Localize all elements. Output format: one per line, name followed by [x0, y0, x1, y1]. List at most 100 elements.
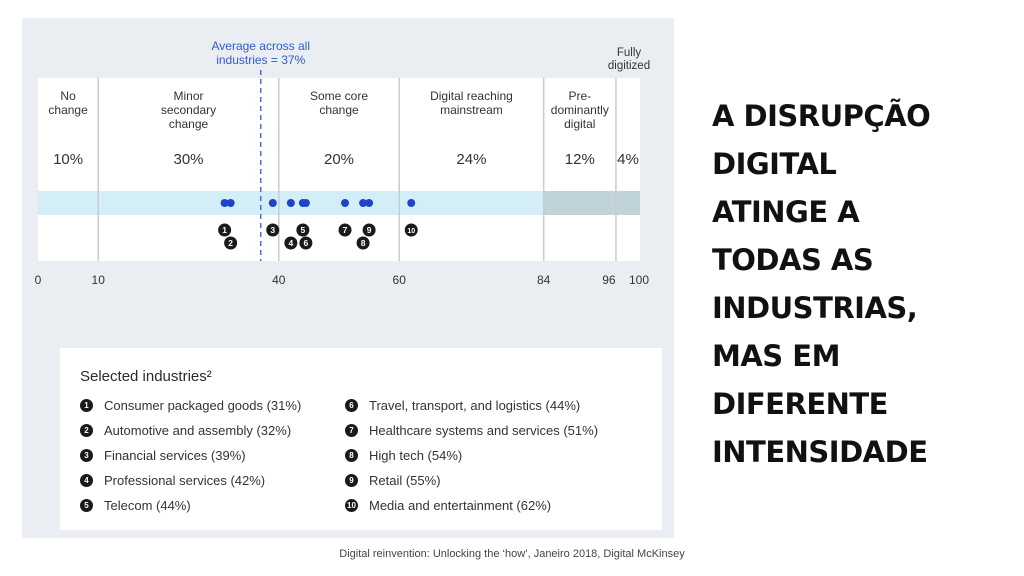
- headline: A DISRUPÇÃO DIGITAL ATINGE A TODAS AS INDUST…: [712, 92, 1012, 476]
- legend-text: Media and entertainment (62%): [369, 498, 552, 513]
- legend-badge: 3: [80, 449, 93, 462]
- x-tick-label: 84: [537, 273, 551, 287]
- legend-badge: 10: [345, 499, 358, 512]
- segment-label: Minor: [173, 89, 203, 103]
- badge-number-9: 9: [367, 225, 372, 235]
- badge-8: [356, 236, 370, 250]
- legend-item: 9 Retail (55%): [345, 473, 441, 488]
- data-point-7: [341, 199, 350, 207]
- badge-number-5: 5: [301, 225, 306, 235]
- badge-number-10: 10: [407, 228, 415, 235]
- headline-line: DIFERENTE: [712, 387, 889, 421]
- data-point-4: [286, 199, 295, 207]
- legend-item: 1 Consumer packaged goods (31%): [80, 398, 301, 413]
- legend-text: Professional services (42%): [104, 473, 266, 488]
- legend-item: 2 Automotive and assembly (32%): [80, 423, 291, 438]
- badge-2: [224, 236, 238, 250]
- segment-label: No: [60, 89, 76, 103]
- badge-number-2: 2: [228, 238, 233, 248]
- legend-badge: 1: [80, 399, 93, 412]
- legend-title: Selected industries²: [80, 368, 212, 385]
- fully-digitized-label: digitized: [608, 60, 650, 72]
- badge-1: [218, 223, 232, 237]
- badge-10: [404, 223, 418, 237]
- segment-label: change: [319, 103, 359, 117]
- segment-share: 4%: [617, 151, 639, 168]
- segment-share: 30%: [173, 151, 203, 168]
- headline-line: TODAS AS: [712, 243, 874, 277]
- legend-badge: 8: [345, 449, 358, 462]
- data-point-9: [365, 199, 374, 207]
- segment-label: Pre-: [568, 89, 591, 103]
- legend-badge: 2: [80, 424, 93, 437]
- data-point-6: [301, 199, 310, 207]
- badge-number-1: 1: [222, 225, 227, 235]
- legend-text: Healthcare systems and services (51%): [369, 423, 599, 438]
- source-caption: Digital reinvention: Unlocking the ‘how’…: [339, 548, 685, 560]
- headline-line: MAS EM: [712, 339, 840, 373]
- x-tick-label: 40: [272, 273, 286, 287]
- legend-text: Travel, transport, and logistics (44%): [369, 398, 581, 413]
- legend-badge: 9: [345, 474, 358, 487]
- segment-label: dominantly: [551, 103, 609, 117]
- badge-6: [299, 236, 313, 250]
- headline-line: ATINGE A: [712, 195, 860, 229]
- segment-label: digital: [564, 117, 595, 131]
- badge-number-8: 8: [361, 238, 366, 248]
- headline-line: DIGITAL: [712, 147, 837, 181]
- segment-label: Digital reaching: [430, 89, 513, 103]
- badge-7: [338, 223, 352, 237]
- average-label: industries = 37%: [216, 53, 305, 67]
- x-tick-label: 60: [393, 273, 407, 287]
- segment-share: 12%: [565, 151, 595, 168]
- legend-item: 8 High tech (54%): [345, 448, 462, 463]
- x-tick-label: 0: [35, 273, 42, 287]
- segment-label: mainstream: [440, 103, 503, 117]
- legend-badge: 7: [345, 424, 358, 437]
- legend-badge: 6: [345, 399, 358, 412]
- segment-label: change: [48, 103, 88, 117]
- legend-item: 6 Travel, transport, and logistics (44%): [345, 398, 580, 413]
- data-point-2: [226, 199, 235, 207]
- segment-share: 10%: [53, 151, 83, 168]
- legend-text: High tech (54%): [369, 448, 463, 463]
- legend-badge: 5: [80, 499, 93, 512]
- legend-text: Financial services (39%): [104, 448, 246, 463]
- headline-line: INTENSIDADE: [712, 435, 928, 469]
- headline-line: INDUSTRIAS,: [712, 291, 918, 325]
- average-label: Average across all: [211, 39, 310, 53]
- segment-label: change: [169, 117, 209, 131]
- badge-3: [266, 223, 280, 237]
- data-point-1: [220, 199, 229, 207]
- badge-number-3: 3: [270, 225, 275, 235]
- legend-item: 5 Telecom (44%): [80, 498, 191, 513]
- badge-5: [296, 223, 310, 237]
- segment-share: 20%: [324, 151, 354, 168]
- legend-text: Retail (55%): [369, 473, 441, 488]
- segment-share: 24%: [456, 151, 486, 168]
- dot-band-digital: [543, 191, 640, 215]
- legend-item: 10 Media and entertainment (62%): [345, 498, 551, 513]
- legend-item: 7 Healthcare systems and services (51%): [345, 423, 598, 438]
- x-tick-label: 10: [92, 273, 106, 287]
- legend-text: Consumer packaged goods (31%): [104, 398, 302, 413]
- badge-number-7: 7: [343, 225, 348, 235]
- headline-line: A DISRUPÇÃO: [712, 99, 931, 133]
- data-point-8: [359, 199, 368, 207]
- legend-text: Telecom (44%): [104, 498, 191, 513]
- legend-item: 3 Financial services (39%): [80, 448, 246, 463]
- x-tick-label: 100: [629, 273, 649, 287]
- badge-9: [362, 223, 376, 237]
- badge-4: [284, 236, 298, 250]
- legend-item: 4 Professional services (42%): [80, 473, 265, 488]
- legend-badge: 4: [80, 474, 93, 487]
- badge-number-6: 6: [304, 238, 309, 248]
- x-tick-label: 96: [602, 273, 616, 287]
- segment-label: Some core: [310, 89, 368, 103]
- data-point-3: [268, 199, 277, 207]
- fully-digitized-label: Fully: [617, 47, 642, 59]
- legend-text: Automotive and assembly (32%): [104, 423, 292, 438]
- badge-number-4: 4: [288, 238, 293, 248]
- chart-panel: Average across all industries = 37% Fully d…: [22, 18, 674, 538]
- data-point-10: [407, 199, 416, 207]
